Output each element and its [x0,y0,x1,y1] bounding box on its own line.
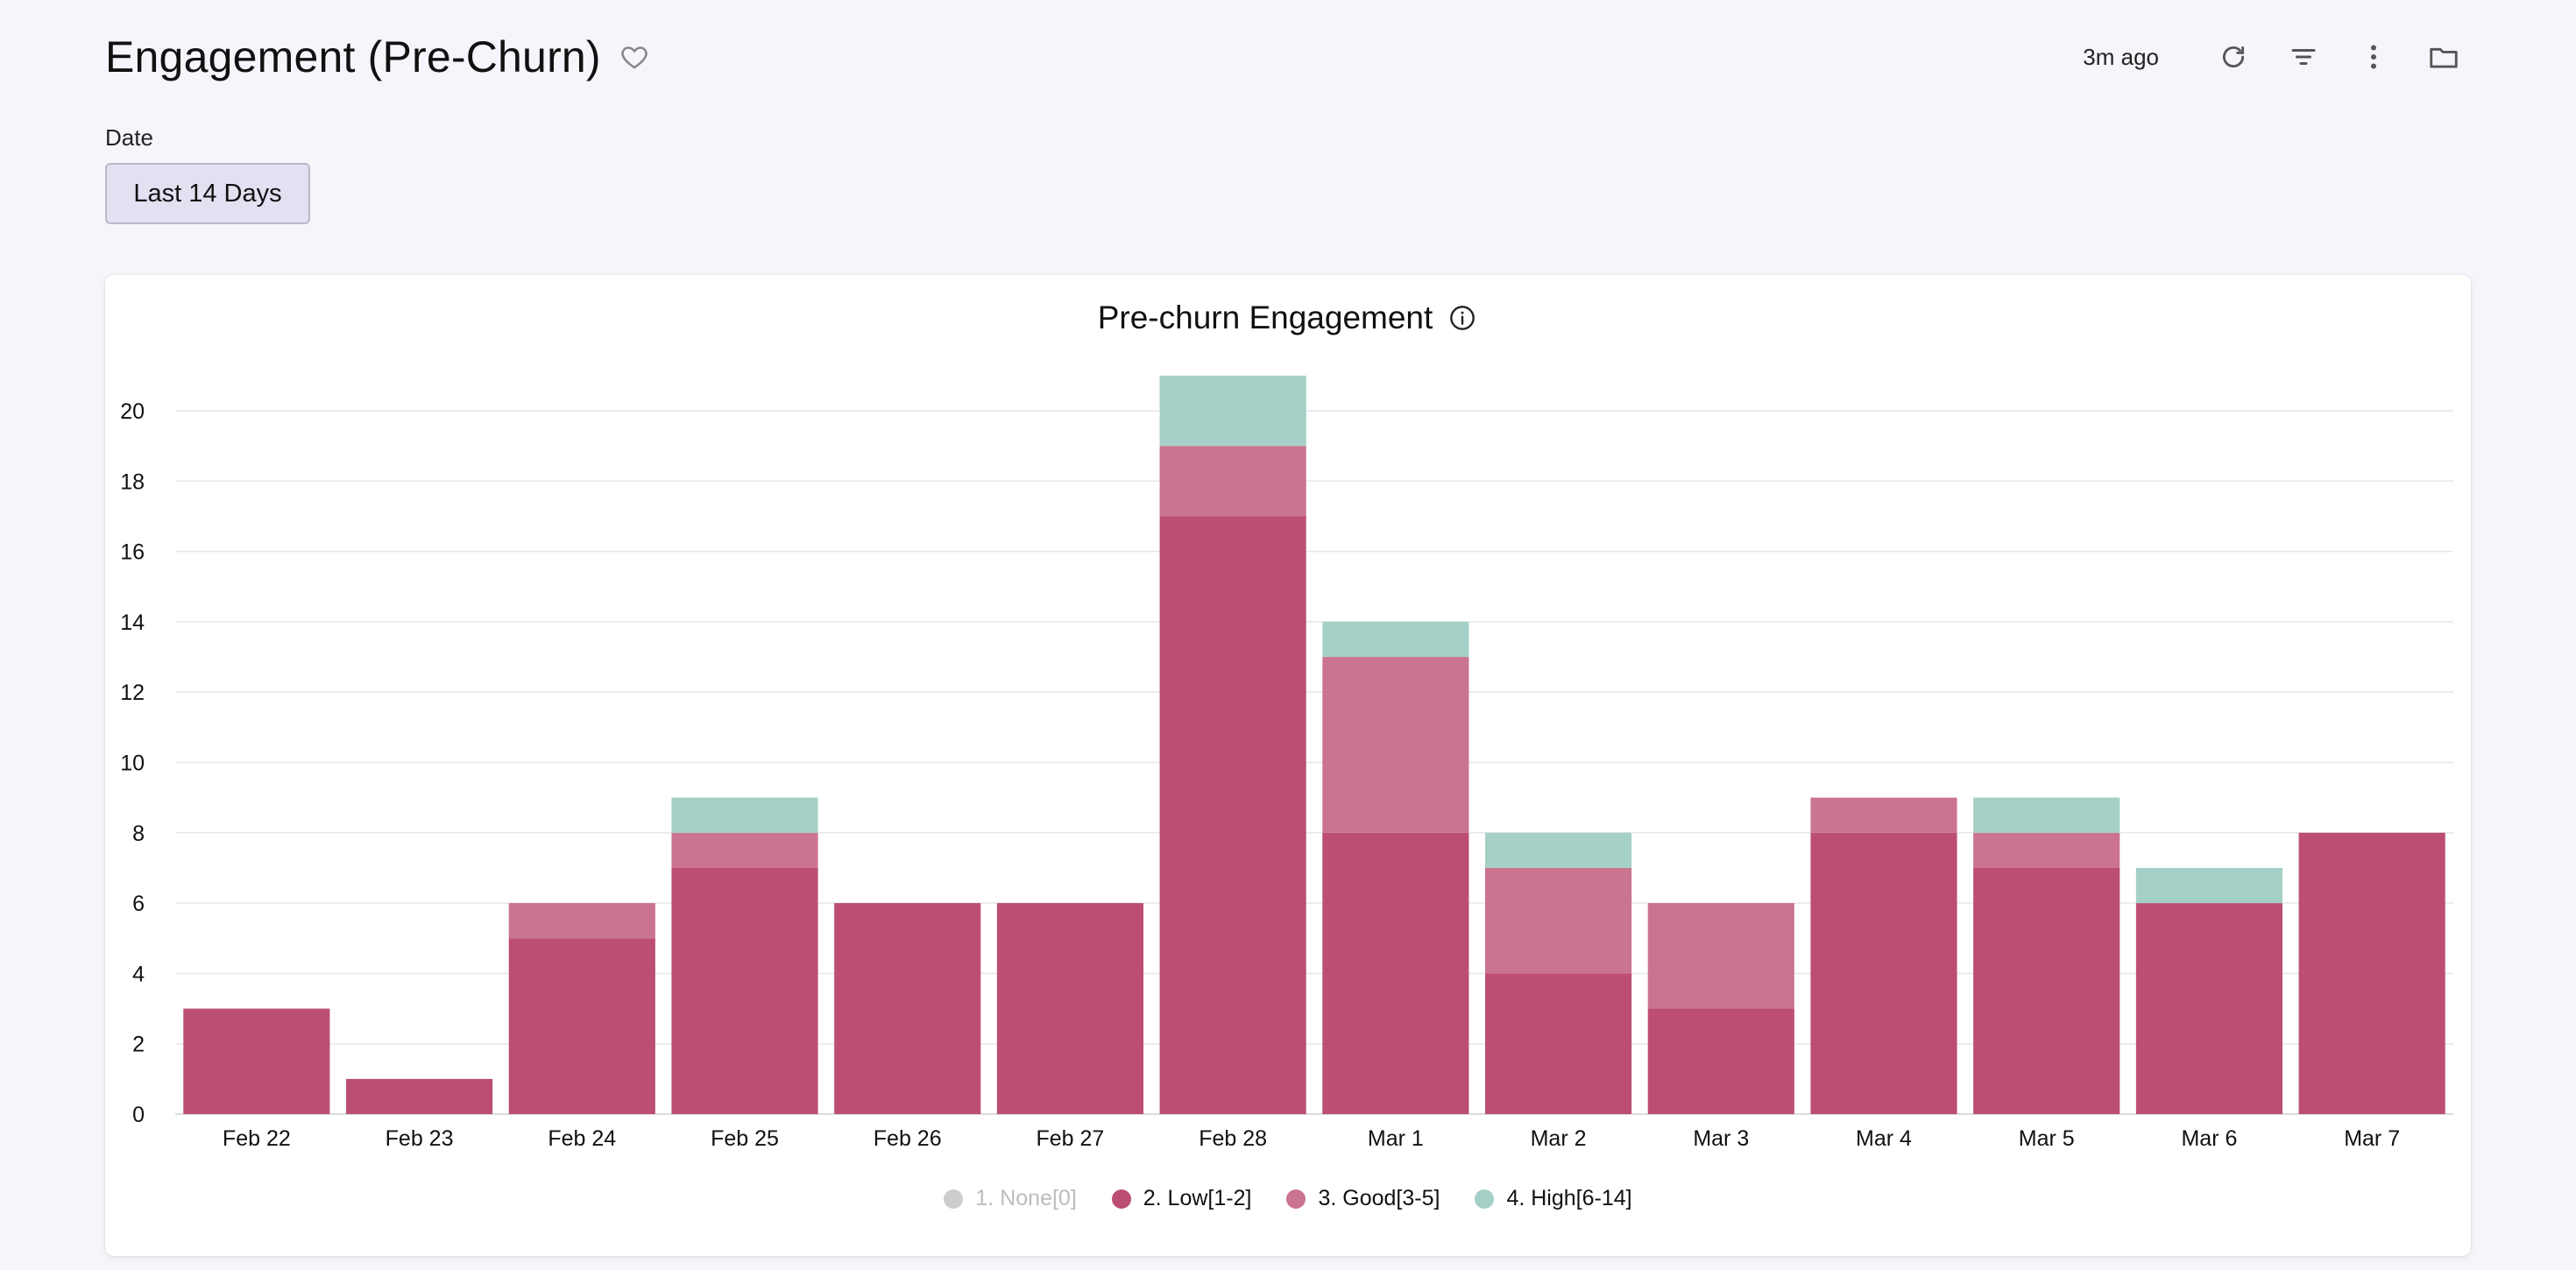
y-tick-label: 10 [120,751,145,776]
y-tick-label: 4 [132,962,145,986]
bar-segment[interactable] [1647,903,1794,1009]
x-tick-label: Feb 26 [874,1126,942,1151]
x-tick-label: Feb 24 [548,1126,616,1151]
chart-plot: 0 2 4 6 8 10 12 14 16 18 20 Feb 22 Feb 23 Feb 24 Feb 2… [120,375,2453,1151]
bar-segment[interactable] [1159,446,1306,517]
y-tick-label: 16 [120,540,145,565]
heart-icon[interactable] [617,39,652,74]
dashboard-toolbar: 3m ago [2083,37,2464,77]
refresh-icon[interactable] [2213,37,2254,77]
bar-segment[interactable] [1973,867,2120,1114]
x-tick-label: Mar 4 [1856,1126,1912,1151]
y-tick-label: 0 [132,1103,145,1127]
x-tick-label: Feb 27 [1037,1126,1105,1151]
page-title: Engagement (Pre-Churn) [105,32,601,81]
legend-swatch [944,1189,964,1209]
folder-icon[interactable] [2424,37,2464,77]
x-tick-label: Feb 28 [1199,1126,1267,1151]
x-tick-label: Mar 6 [2181,1126,2237,1151]
date-range-button[interactable]: Last 14 Days [105,163,310,224]
legend-item[interactable]: 1. None[0] [944,1186,1077,1211]
x-tick-label: Mar 3 [1693,1126,1749,1151]
bar-segment[interactable] [1973,797,2120,833]
y-tick-label: 6 [132,892,145,916]
bar-segment[interactable] [1810,832,1957,1114]
bar-segment[interactable] [1322,832,1469,1114]
bar-segment[interactable] [1485,867,1632,974]
bar-segment[interactable] [1647,1008,1794,1114]
bar-segment[interactable] [1159,375,1306,447]
legend-swatch [1111,1189,1131,1209]
x-tick-label: Mar 5 [2019,1126,2075,1151]
bar-segment[interactable] [1973,832,2120,868]
chart-header: Pre-churn Engagement [105,300,2471,336]
bar-segment[interactable] [2298,832,2445,1114]
bar-segment[interactable] [1810,797,1957,833]
x-tick-label: Mar 1 [1368,1126,1424,1151]
bar-segment[interactable] [671,797,818,833]
dashboard-header: Engagement (Pre-Churn) [105,32,652,82]
legend-swatch [1475,1189,1495,1209]
y-tick-label: 12 [120,681,145,705]
bar-segment[interactable] [508,903,655,939]
bar-segment[interactable] [1159,516,1306,1114]
y-tick-label: 20 [120,399,145,424]
bar-segment[interactable] [834,903,981,1114]
legend-swatch [1286,1189,1306,1209]
bar-segment[interactable] [671,832,818,868]
legend-label: 1. None[0] [975,1186,1077,1210]
x-tick-label: Feb 22 [223,1126,291,1151]
legend-label: 3. Good[3-5] [1318,1186,1440,1210]
chart-legend: 1. None[0] 2. Low[1-2] 3. Good[3-5] 4. High… [105,1186,2471,1211]
bar-segment[interactable] [1322,621,1469,658]
x-tick-label: Feb 23 [386,1126,454,1151]
x-tick-label: Feb 25 [711,1126,779,1151]
y-tick-label: 8 [132,822,145,846]
last-updated-text: 3m ago [2083,43,2159,70]
legend-item[interactable]: 4. High[6-14] [1475,1186,1632,1211]
bar-segment[interactable] [183,1008,330,1114]
date-filter-label: Date [105,124,153,151]
bar-segment[interactable] [508,938,655,1114]
legend-label: 4. High[6-14] [1506,1186,1632,1210]
legend-label: 2. Low[1-2] [1143,1186,1252,1210]
info-icon[interactable] [1447,302,1478,334]
x-tick-label: Mar 2 [1531,1126,1587,1151]
legend-item[interactable]: 2. Low[1-2] [1111,1186,1252,1211]
x-tick-label: Mar 7 [2344,1126,2400,1151]
chart-card: 0 2 4 6 8 10 12 14 16 18 20 Feb 22 Feb 23 Feb 24 Feb 2… [105,275,2471,1256]
y-tick-label: 2 [132,1033,145,1057]
bar-segment[interactable] [346,1078,493,1114]
chart-title: Pre-churn Engagement [1097,300,1433,335]
y-tick-label: 18 [120,469,145,494]
more-vertical-icon[interactable] [2353,37,2394,77]
bar-segment[interactable] [996,903,1143,1114]
legend-item[interactable]: 3. Good[3-5] [1286,1186,1440,1211]
bar-segment[interactable] [2135,867,2282,904]
bar-segment[interactable] [1485,973,1632,1114]
bar-segment[interactable] [2135,903,2282,1114]
filter-icon[interactable] [2283,37,2324,77]
y-tick-label: 14 [120,610,145,635]
bar-segment[interactable] [671,867,818,1114]
bar-segment[interactable] [1322,657,1469,833]
bar-segment[interactable] [1485,832,1632,868]
